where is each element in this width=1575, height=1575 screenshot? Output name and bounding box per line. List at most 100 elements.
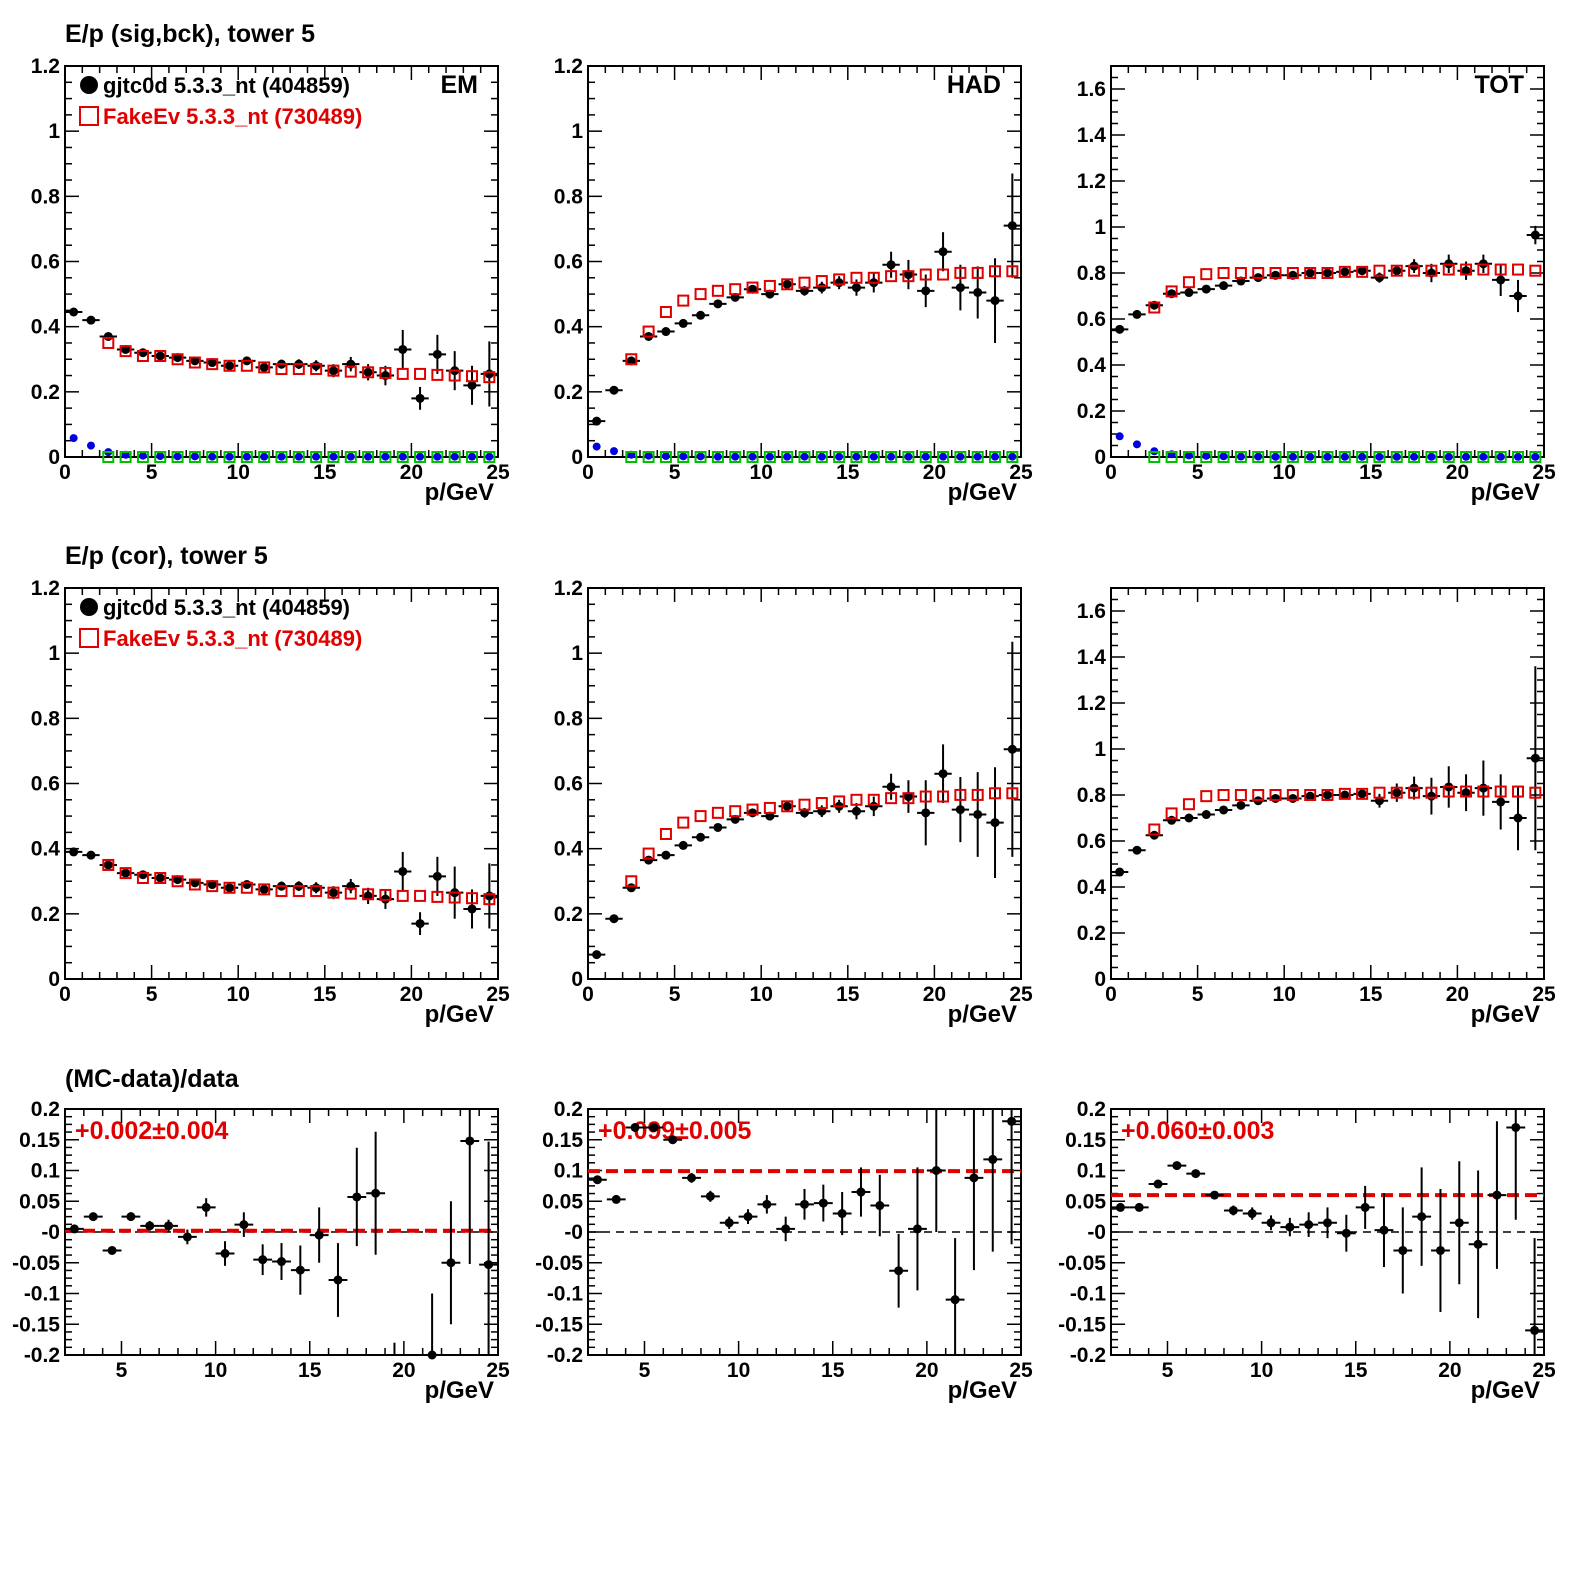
data-point bbox=[467, 904, 477, 914]
bkg-mc-point bbox=[1512, 451, 1525, 463]
bkg-mc-point bbox=[102, 451, 115, 463]
data-point bbox=[1513, 813, 1523, 823]
bkg-data-point bbox=[173, 452, 182, 461]
mc-point bbox=[902, 792, 915, 805]
bkg-mc-point bbox=[448, 451, 461, 463]
bkg-mc-point bbox=[1217, 451, 1230, 463]
series-data bbox=[65, 307, 498, 410]
bkg-data-point bbox=[800, 452, 809, 461]
mc-point bbox=[154, 871, 167, 884]
plot-frame bbox=[1110, 65, 1545, 458]
mc-point bbox=[989, 787, 1002, 800]
panel-row1-col1: 0 5 10 15 20 25 0 0.2 0.4 0.6 0.8 1 1.2 p/GeV EM gjtc0d… bbox=[31, 55, 510, 506]
bkg-data-point bbox=[783, 452, 792, 461]
y-tick-label: -0.05 bbox=[12, 1252, 60, 1275]
series-data bbox=[1111, 666, 1544, 877]
x-tick-label: 25 bbox=[1009, 461, 1033, 484]
data-point bbox=[609, 385, 619, 395]
y-tick-label: 0.6 bbox=[31, 773, 60, 796]
series-data bbox=[588, 641, 1021, 960]
data-point bbox=[869, 801, 879, 811]
data-point bbox=[138, 870, 148, 880]
x-tick-label: 10 bbox=[1273, 461, 1296, 484]
mc-point bbox=[292, 363, 305, 376]
data-point bbox=[465, 1136, 475, 1146]
fit-label: +0.002±0.004 bbox=[75, 1117, 229, 1145]
bkg-data-point bbox=[381, 452, 390, 461]
x-axis-label: p/GeV bbox=[425, 1377, 494, 1404]
legend-label: FakeEv 5.3.3_nt (730489) bbox=[103, 626, 362, 651]
bkg-data-point bbox=[748, 452, 757, 461]
data-point bbox=[875, 1201, 885, 1211]
x-axis-label: p/GeV bbox=[948, 1377, 1017, 1404]
data-point bbox=[1247, 1209, 1257, 1219]
y-tick-label: 0.6 bbox=[554, 773, 583, 796]
data-point bbox=[1153, 1179, 1163, 1189]
y-tick-label: 0.15 bbox=[1065, 1129, 1106, 1152]
x-tick-label: 20 bbox=[923, 461, 946, 484]
data-point bbox=[894, 1266, 904, 1276]
x-tick-label: 15 bbox=[836, 983, 860, 1006]
bkg-data-point bbox=[1306, 452, 1315, 461]
mc-point bbox=[677, 294, 690, 307]
y-tick-label: 0.05 bbox=[19, 1190, 60, 1213]
bkg-mc-point bbox=[1477, 451, 1490, 463]
x-tick-label: 5 bbox=[1192, 983, 1204, 1006]
mc-point bbox=[711, 806, 724, 819]
data-point bbox=[352, 1192, 362, 1202]
row-title-2: E/p (cor), tower 5 bbox=[65, 542, 268, 570]
data-point bbox=[1134, 1202, 1144, 1212]
series-mc bbox=[102, 336, 496, 384]
bkg-data-point bbox=[225, 452, 234, 461]
bkg-mc-point bbox=[119, 451, 132, 463]
mc-point bbox=[1165, 285, 1178, 298]
data-point bbox=[1323, 1218, 1332, 1228]
data-point bbox=[446, 1258, 456, 1268]
y-tick-label: 0.6 bbox=[1077, 308, 1106, 331]
data-point bbox=[1201, 284, 1211, 294]
data-point bbox=[973, 287, 983, 297]
data-point bbox=[592, 416, 602, 426]
bkg-mc-point bbox=[258, 451, 271, 463]
legend-label: FakeEv 5.3.3_nt (730489) bbox=[103, 104, 362, 129]
mc-point bbox=[1286, 789, 1299, 801]
mc-point bbox=[1304, 267, 1317, 279]
data-point bbox=[1461, 266, 1471, 276]
data-point bbox=[1007, 1116, 1017, 1126]
y-tick-label: 1.2 bbox=[31, 55, 60, 78]
mc-point bbox=[971, 788, 984, 801]
mc-point bbox=[206, 880, 219, 893]
bkg-data-point bbox=[190, 452, 199, 461]
bkg-mc-point bbox=[223, 451, 236, 463]
y-tick-label: 0.4 bbox=[554, 838, 584, 861]
y-tick-label: 1 bbox=[571, 120, 583, 143]
y-tick-label: 0.15 bbox=[19, 1129, 60, 1152]
data-point bbox=[1454, 1218, 1464, 1228]
mc-point bbox=[1252, 267, 1265, 279]
x-tick-label: 20 bbox=[400, 983, 423, 1006]
data-point bbox=[432, 871, 442, 881]
y-tick-label: -0 bbox=[564, 1221, 583, 1244]
bkg-mc-point bbox=[885, 451, 898, 463]
data-point bbox=[1435, 1245, 1445, 1255]
legend: gjtc0d 5.3.3_nt (404859) FakeEv 5.3.3_nt … bbox=[79, 595, 362, 651]
y-tick-label: 1.6 bbox=[1077, 600, 1106, 623]
series-mc bbox=[1148, 263, 1542, 314]
bkg-mc-point bbox=[659, 451, 672, 463]
mc-point bbox=[258, 883, 271, 896]
bkg-mc-point bbox=[362, 451, 375, 463]
bkg-mc-point bbox=[310, 451, 323, 463]
bkg-mc-point bbox=[815, 451, 828, 463]
data-point bbox=[333, 1275, 343, 1285]
data-point bbox=[1201, 810, 1211, 820]
data-point bbox=[239, 1220, 249, 1230]
mc-point bbox=[188, 878, 201, 891]
data-point bbox=[1305, 268, 1315, 278]
series-mc bbox=[1148, 785, 1542, 836]
y-tick-label: 0.1 bbox=[31, 1160, 61, 1183]
bkg-data-point bbox=[294, 452, 303, 461]
data-point bbox=[363, 891, 373, 901]
x-tick-label: 15 bbox=[821, 1359, 845, 1382]
bkg-data-point bbox=[852, 452, 861, 461]
mc-point bbox=[1494, 785, 1507, 798]
